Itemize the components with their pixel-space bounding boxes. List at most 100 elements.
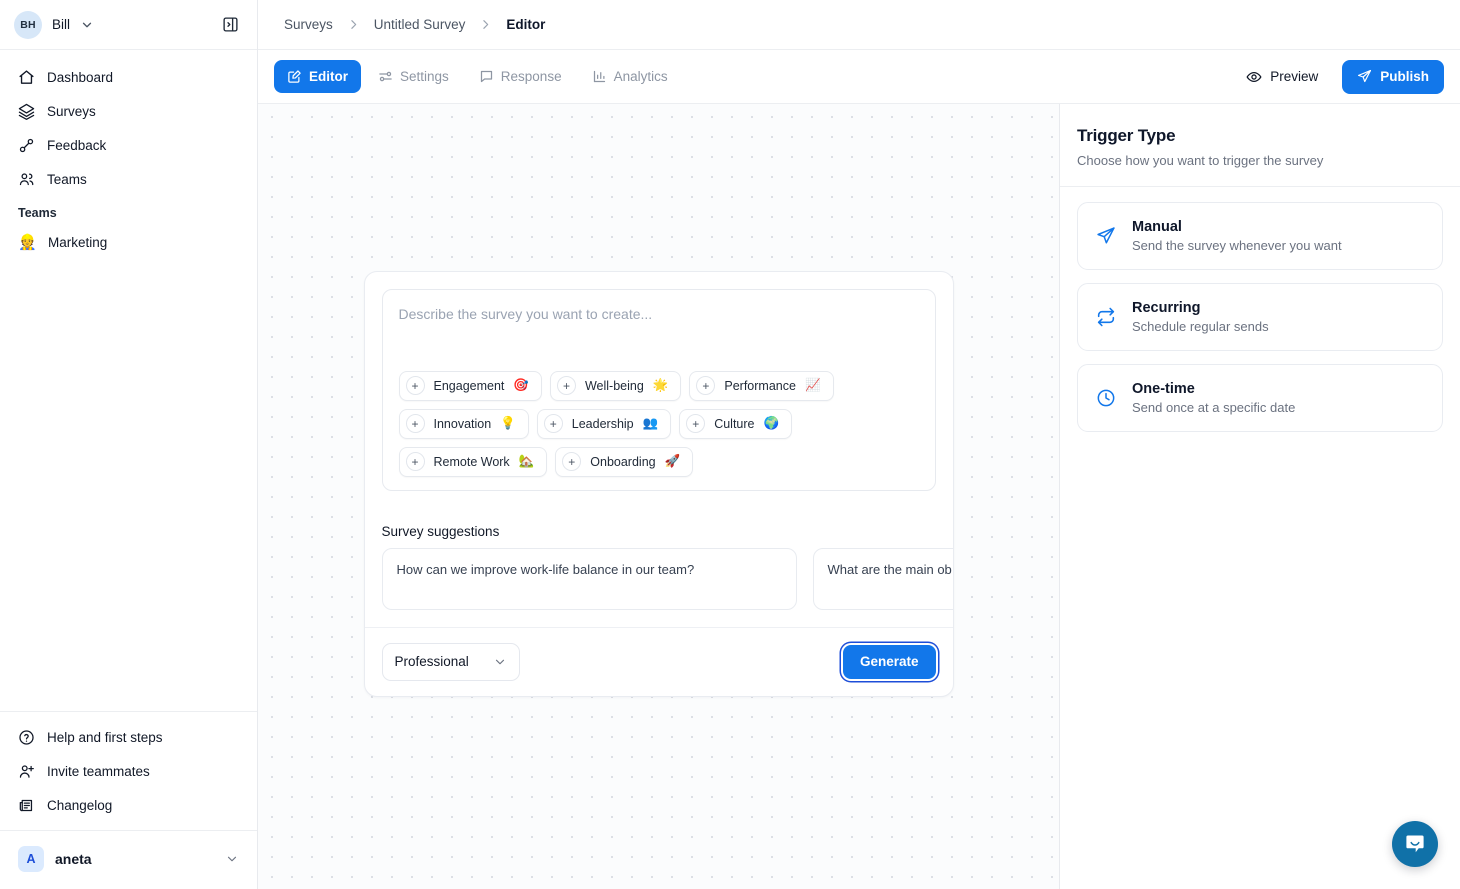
chip-label: Engagement <box>433 378 505 393</box>
editor-body: Describe the survey you want to create..… <box>258 104 1460 889</box>
sidebar-item-label: Dashboard <box>47 69 114 85</box>
sidebar-collapse-button[interactable] <box>217 11 243 38</box>
tab-analytics[interactable]: Analytics <box>579 60 681 93</box>
tone-select[interactable]: Professional <box>381 642 520 681</box>
tab-response[interactable]: Response <box>466 60 575 93</box>
trigger-option-name: Manual <box>1132 219 1182 235</box>
trigger-option-recurring[interactable]: Recurring Schedule regular sends <box>1077 283 1443 351</box>
chevron-right-icon <box>479 18 492 31</box>
plus-icon: + <box>405 452 425 472</box>
tab-label: Editor <box>309 69 348 84</box>
editor-canvas: Describe the survey you want to create..… <box>258 104 1060 889</box>
sidebar-item-surveys[interactable]: Surveys <box>10 94 247 128</box>
plus-icon: + <box>686 414 706 434</box>
trigger-panel-subtitle: Choose how you want to trigger the surve… <box>1077 153 1324 168</box>
sidebar-item-label: Changelog <box>47 797 113 813</box>
sidebar-item-changelog[interactable]: Changelog <box>10 788 247 822</box>
sidebar-item-feedback[interactable]: Feedback <box>10 128 247 162</box>
star-icon: 🌟 <box>652 378 669 393</box>
send-icon <box>1357 69 1372 84</box>
generator-footer: Professional Generate <box>364 626 953 696</box>
suggestion-card[interactable]: How can we improve work-life balance in … <box>381 547 797 610</box>
prompt-area[interactable]: Describe the survey you want to create..… <box>381 289 936 491</box>
sidebar-item-invite-teammates[interactable]: Invite teammates <box>10 754 247 788</box>
sidebar-item-help[interactable]: Help and first steps <box>10 720 247 754</box>
plus-icon: + <box>556 376 576 396</box>
main-area: Surveys Untitled Survey Editor Editor <box>258 0 1460 889</box>
sidebar-item-teams[interactable]: Teams <box>10 162 247 196</box>
suggestions-row: How can we improve work-life balance in … <box>381 547 953 610</box>
sidebar: BH Bill Dashboard <box>0 0 258 889</box>
sidebar-item-label: Feedback <box>47 137 107 153</box>
topic-chip-engagement[interactable]: + Engagement 🎯 <box>398 370 542 401</box>
chip-label: Performance <box>724 378 796 393</box>
clock-icon <box>1096 388 1116 408</box>
topic-chip-remote-work[interactable]: + Remote Work 🏡 <box>398 446 548 477</box>
topic-chip-culture[interactable]: + Culture 🌍 <box>679 408 793 439</box>
sidebar-team-label: Marketing <box>48 234 108 250</box>
tab-settings[interactable]: Settings <box>365 60 462 93</box>
generate-button[interactable]: Generate <box>842 644 936 679</box>
chip-label: Culture <box>714 416 755 431</box>
chevron-down-icon <box>80 18 94 32</box>
trigger-panel-header: Trigger Type Choose how you want to trig… <box>1060 104 1460 187</box>
house-icon: 🏡 <box>518 454 535 469</box>
topic-chip-innovation[interactable]: + Innovation 💡 <box>398 408 529 439</box>
construction-worker-icon: 👷 <box>18 234 37 251</box>
sidebar-nav: Dashboard Surveys Feedback Teams <box>0 50 257 196</box>
workspace-avatar: BH <box>14 10 42 39</box>
topic-chip-onboarding[interactable]: + Onboarding 🚀 <box>555 446 694 477</box>
topic-chip-well-being[interactable]: + Well-being 🌟 <box>549 370 682 401</box>
trigger-option-desc: Send the survey whenever you want <box>1132 238 1342 253</box>
workspace-switcher[interactable]: BH Bill <box>0 0 257 50</box>
sliders-icon <box>378 69 393 84</box>
sidebar-section-teams-label: Teams <box>18 206 57 220</box>
topic-chip-leadership[interactable]: + Leadership 👥 <box>536 408 672 439</box>
plus-icon: + <box>405 376 425 396</box>
topic-chip-performance[interactable]: + Performance 📈 <box>689 370 834 401</box>
tab-editor[interactable]: Editor <box>274 60 361 93</box>
chart-increasing-icon: 📈 <box>804 378 821 393</box>
sidebar-bottom-nav: Help and first steps Invite teammates Ch… <box>0 711 257 889</box>
message-icon <box>479 69 494 84</box>
chip-label: Leadership <box>571 416 634 431</box>
trigger-type-panel: Trigger Type Choose how you want to trig… <box>1060 104 1460 889</box>
feedback-icon <box>18 137 35 154</box>
prompt-input-placeholder[interactable]: Describe the survey you want to create..… <box>398 306 653 322</box>
survey-generator-card: Describe the survey you want to create..… <box>363 271 954 697</box>
trigger-option-list: Manual Send the survey whenever you want… <box>1060 187 1460 447</box>
publish-button[interactable]: Publish <box>1342 59 1444 94</box>
eye-icon <box>1246 69 1262 85</box>
topic-chip-list: + Engagement 🎯 + Well-being 🌟 <box>398 370 919 477</box>
trigger-option-one-time[interactable]: One-time Send once at a specific date <box>1077 364 1443 432</box>
sidebar-item-dashboard[interactable]: Dashboard <box>10 60 247 94</box>
rocket-icon: 🚀 <box>664 454 681 469</box>
support-chat-button[interactable] <box>1392 821 1438 867</box>
plus-icon: + <box>696 376 716 396</box>
busts-icon: 👥 <box>642 416 659 431</box>
chevron-right-icon <box>347 18 360 31</box>
edit-square-icon <box>287 69 302 84</box>
tab-label: Settings <box>400 69 449 84</box>
tab-label: Response <box>500 69 562 84</box>
sidebar-team-marketing[interactable]: 👷 Marketing <box>10 226 247 258</box>
panel-collapse-icon <box>222 17 238 32</box>
chip-label: Innovation <box>433 416 492 431</box>
users-icon <box>18 171 35 188</box>
breadcrumb-item-surveys[interactable]: Surveys <box>284 17 333 32</box>
suggestion-card[interactable]: What are the main ob <box>812 547 953 610</box>
survey-suggestions: Survey suggestions How can we improve wo… <box>365 508 953 610</box>
bar-chart-icon <box>592 69 607 84</box>
plus-icon: + <box>405 414 425 434</box>
plus-icon: + <box>562 452 582 472</box>
trigger-option-name: Recurring <box>1132 300 1201 316</box>
lightbulb-icon: 💡 <box>500 416 516 431</box>
preview-button[interactable]: Preview <box>1234 60 1330 94</box>
trigger-option-manual[interactable]: Manual Send the survey whenever you want <box>1077 202 1443 270</box>
avatar: A <box>18 846 44 872</box>
breadcrumb-item-untitled-survey[interactable]: Untitled Survey <box>373 17 466 32</box>
breadcrumb-item-editor: Editor <box>506 17 546 32</box>
sidebar-user-menu[interactable]: A aneta <box>10 837 247 881</box>
chip-label: Well-being <box>584 378 644 393</box>
